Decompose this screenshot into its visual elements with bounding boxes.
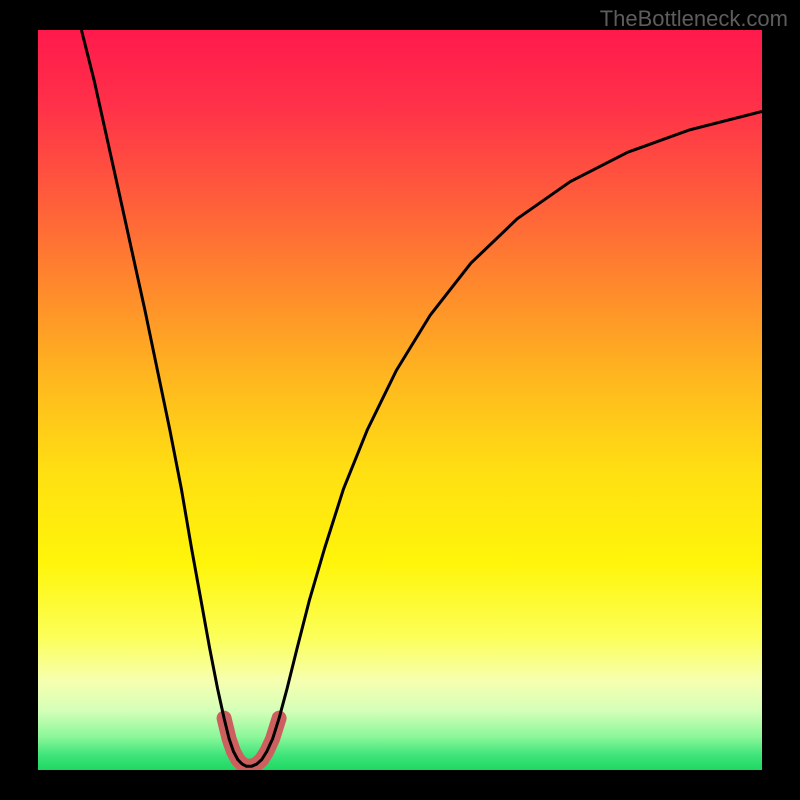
bottleneck-main-curve — [81, 30, 762, 766]
plot-area — [38, 30, 762, 770]
chart-container: TheBottleneck.com — [0, 0, 800, 800]
watermark-text: TheBottleneck.com — [600, 6, 788, 32]
curve-layer — [38, 30, 762, 770]
